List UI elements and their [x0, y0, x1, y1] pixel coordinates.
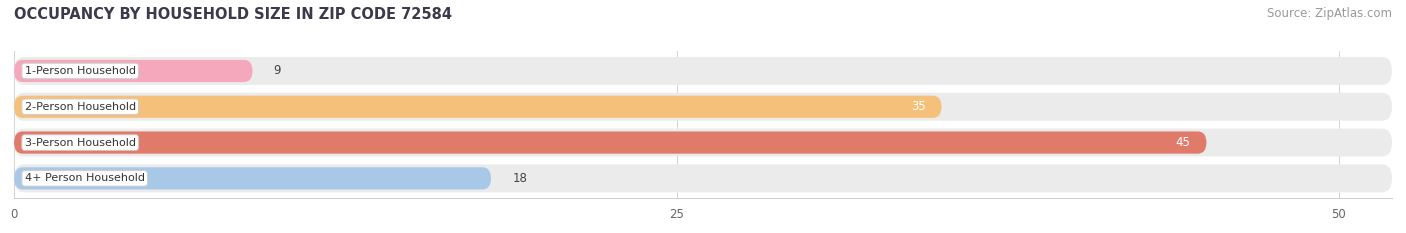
- Text: 2-Person Household: 2-Person Household: [25, 102, 136, 112]
- FancyBboxPatch shape: [14, 57, 1392, 85]
- FancyBboxPatch shape: [14, 129, 1392, 157]
- Text: 9: 9: [274, 65, 281, 77]
- Text: Source: ZipAtlas.com: Source: ZipAtlas.com: [1267, 7, 1392, 20]
- FancyBboxPatch shape: [14, 167, 491, 189]
- Text: 35: 35: [911, 100, 925, 113]
- FancyBboxPatch shape: [14, 164, 1392, 192]
- Text: 4+ Person Household: 4+ Person Household: [25, 173, 145, 183]
- FancyBboxPatch shape: [14, 60, 253, 82]
- Text: 45: 45: [1175, 136, 1191, 149]
- FancyBboxPatch shape: [14, 96, 942, 118]
- Text: 18: 18: [512, 172, 527, 185]
- Text: 1-Person Household: 1-Person Household: [25, 66, 135, 76]
- FancyBboxPatch shape: [14, 93, 1392, 121]
- FancyBboxPatch shape: [14, 131, 1206, 154]
- Text: 3-Person Household: 3-Person Household: [25, 137, 135, 147]
- Text: OCCUPANCY BY HOUSEHOLD SIZE IN ZIP CODE 72584: OCCUPANCY BY HOUSEHOLD SIZE IN ZIP CODE …: [14, 7, 453, 22]
